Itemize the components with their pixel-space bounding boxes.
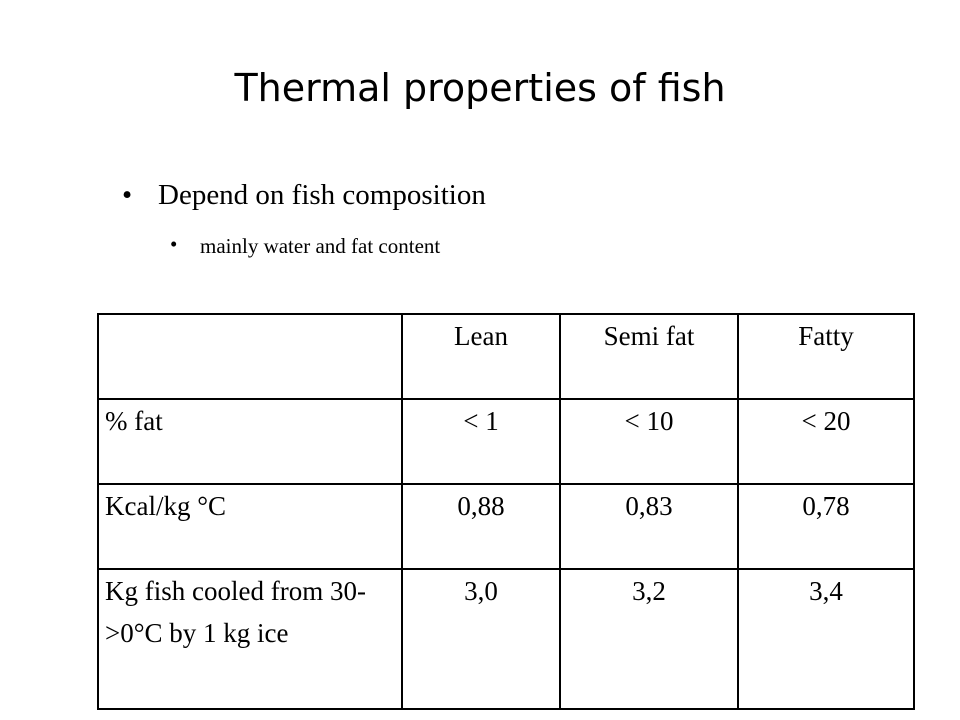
header-cell: Lean: [401, 313, 561, 400]
cell: < 10: [559, 398, 739, 485]
row: Kcal/kg °C 0,88 0,83 0,78: [97, 483, 915, 570]
slide-title: Thermal properties of fish: [234, 66, 726, 110]
bullet-dot: •: [122, 179, 133, 211]
cell: 0,83: [559, 483, 739, 570]
row: % fat < 1 < 10 < 20: [97, 398, 915, 485]
sub-bullet: mainly water and fat content: [200, 234, 441, 258]
data-table: Lean Semi fat Fatty % fat < 1 < 10 < 20 …: [97, 313, 915, 710]
header-row: Lean Semi fat Fatty: [97, 313, 915, 400]
bullet: Depend on fish composition: [158, 179, 486, 211]
header-cell: Fatty: [737, 313, 915, 400]
cell: < 1: [401, 398, 561, 485]
bullet-dot: •: [170, 232, 178, 256]
header-cell: Semi fat: [559, 313, 739, 400]
row: Kg fish cooled from 30->0°C by 1 kg ice …: [97, 568, 915, 710]
cell: 3,0: [401, 568, 561, 710]
cell: < 20: [737, 398, 915, 485]
cell: 0,78: [737, 483, 915, 570]
cell: 3,2: [559, 568, 739, 710]
row-label: % fat: [97, 398, 403, 485]
cell: 0,88: [401, 483, 561, 570]
cell: 3,4: [737, 568, 915, 710]
row-label: Kcal/kg °C: [97, 483, 403, 570]
row-label: Kg fish cooled from 30->0°C by 1 kg ice: [97, 568, 403, 710]
corner-cell: [97, 313, 403, 400]
